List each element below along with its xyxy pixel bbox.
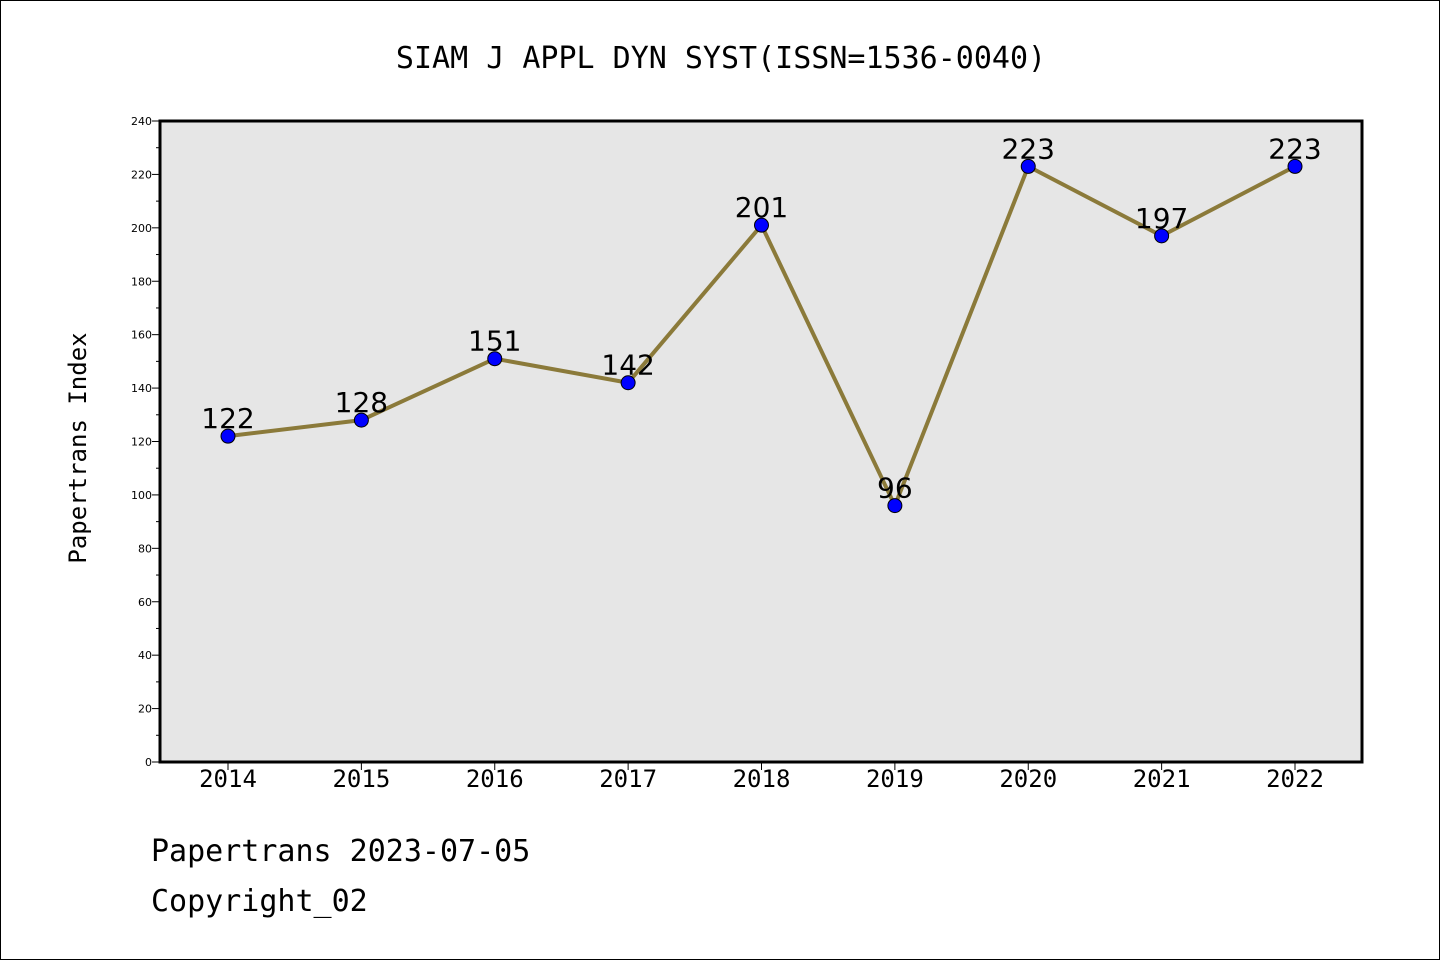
- y-axis: 0 20 40 60 80 100 120 140 160 180 200 220 240: [131, 115, 160, 769]
- x-tick-label: 2015: [332, 765, 390, 793]
- data-point: [1154, 228, 1170, 244]
- x-tick-label: 2017: [599, 765, 657, 793]
- x-tick-label: 2018: [733, 765, 791, 793]
- y-tick-label: 200: [131, 222, 152, 235]
- x-tick-label: 2016: [466, 765, 524, 793]
- y-tick-label: 120: [131, 436, 152, 449]
- x-tick-label: 2020: [999, 765, 1057, 793]
- footer-date: Papertrans 2023-07-05: [151, 834, 531, 869]
- x-axis: 2014 2015 2016 2017 2018 2019 2020 2021 2022: [199, 762, 1324, 793]
- data-point: [620, 375, 636, 391]
- y-tick-label: 20: [138, 703, 152, 716]
- data-point: [1020, 158, 1036, 174]
- data-point: [887, 498, 903, 514]
- y-tick-label: 160: [131, 329, 152, 342]
- y-tick-label: 80: [138, 542, 152, 555]
- data-point: [1287, 158, 1303, 174]
- y-tick-label: 140: [131, 382, 152, 395]
- data-point: [353, 412, 369, 428]
- y-tick-label: 60: [138, 596, 152, 609]
- y-tick-label: 180: [131, 275, 152, 288]
- chart-title: SIAM J APPL DYN SYST(ISSN=1536-0040): [396, 41, 1046, 76]
- y-tick-label: 100: [131, 489, 152, 502]
- data-point: [754, 217, 769, 233]
- y-tick-label: 0: [145, 756, 152, 769]
- x-tick-label: 2019: [866, 765, 924, 793]
- x-tick-label: 2021: [1133, 765, 1191, 793]
- data-point: [220, 428, 236, 444]
- footer-copyright: Copyright_02: [151, 884, 368, 919]
- y-tick-label: 220: [131, 168, 152, 181]
- x-tick-label: 2022: [1266, 765, 1324, 793]
- y-axis-label: Papertrans Index: [64, 332, 92, 563]
- y-tick-label: 240: [131, 115, 152, 128]
- data-point: [487, 351, 503, 367]
- x-tick-label: 2014: [199, 765, 257, 793]
- y-tick-label: 40: [138, 649, 152, 662]
